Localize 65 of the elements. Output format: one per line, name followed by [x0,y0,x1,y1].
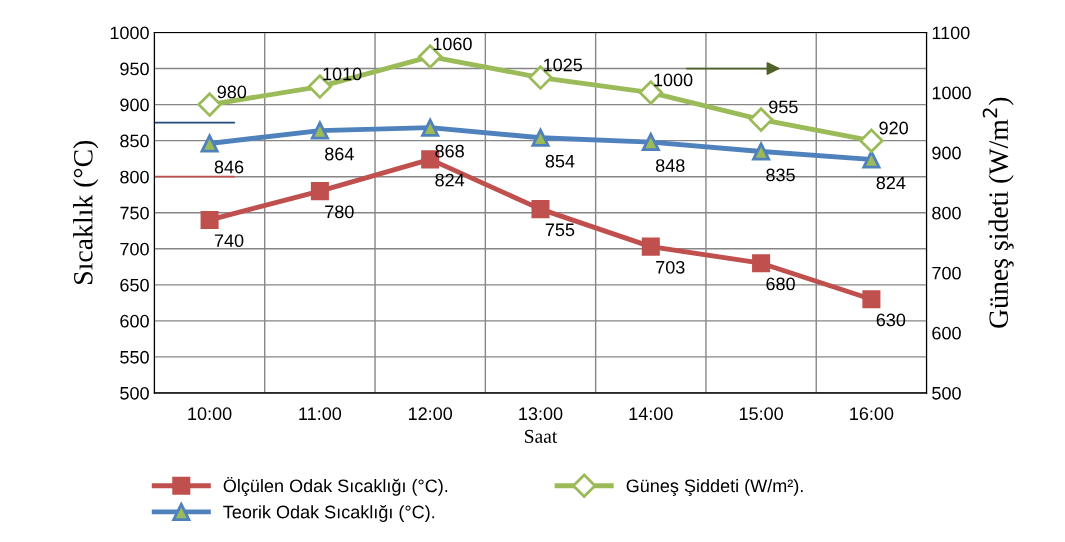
data-label: 868 [435,144,464,158]
y-axis-title: Sıcaklık (°C) [73,140,99,284]
data-label: 1025 [544,58,583,72]
y2-tick-label: 600 [932,326,961,340]
point [310,182,329,201]
data-label: 680 [766,277,795,291]
point [641,237,660,256]
data-label: 920 [879,121,908,135]
data-label: 846 [214,160,244,174]
x-tick-label: 15:00 [739,407,783,421]
data-label: 824 [435,173,465,187]
point [862,150,881,169]
data-label: 703 [656,260,685,274]
data-label: 955 [769,100,798,114]
point [752,142,771,161]
y2-axis-title: Güneş şideti (W/m$^{2}$) [982,97,1014,328]
data-label: 780 [325,205,354,219]
y-tick-label: 650 [120,278,149,292]
data-label: 630 [876,313,906,327]
x-tick-label: 10:00 [188,407,232,421]
data-label: 755 [545,223,575,237]
x-tick-label: 14:00 [629,407,673,421]
point [531,128,550,147]
x-tick-label: 12:00 [408,407,453,421]
y2-tick-label: 700 [932,266,961,280]
y2-tick-label: 1000 [932,86,971,100]
y-tick-label: 700 [120,242,149,256]
y-tick-label: 800 [120,170,149,184]
point [862,290,881,309]
y-tick-label: 550 [120,350,149,364]
y2-tick-label: 800 [932,206,961,220]
x-tick-label: 16:00 [850,407,894,421]
data-label: 864 [325,147,354,161]
data-label: 854 [545,154,575,168]
data-label: 740 [214,234,244,248]
point [421,118,440,137]
point [752,254,771,273]
legend-label: Teorik Odak Sıcaklığı (°C). [223,504,435,522]
y-tick-label: 750 [120,206,149,220]
point [200,134,219,153]
point [310,119,330,140]
point [200,210,219,229]
point [641,133,660,152]
data-label: 1000 [654,73,693,87]
x-tick-label: 13:00 [519,407,563,421]
data-label: 980 [217,85,247,99]
point [531,200,550,219]
y2-tick-label: 500 [932,386,961,400]
y-tick-label: 950 [120,62,149,76]
y-tick-label: 900 [120,98,149,112]
data-label: 824 [876,176,906,190]
y-tick-label: 600 [120,314,149,328]
data-label: 1010 [323,67,362,81]
data-label: 835 [766,168,795,182]
y2-tick-label: 1100 [932,26,970,40]
legend-label: Ölçülen Odak Sıcaklığı (°C). [223,476,448,496]
y-tick-label: 850 [120,134,149,148]
x-tick-label: 11:00 [299,407,342,421]
legend-label: Güneş Şiddeti (W/m²). [626,478,803,496]
x-axis-title: Saat [525,429,558,443]
data-label: 848 [655,159,685,172]
data-label: 1060 [433,37,472,51]
y2-tick-label: 900 [932,146,961,160]
y-tick-label: 1000 [110,26,149,40]
y-tick-label: 500 [120,386,149,400]
